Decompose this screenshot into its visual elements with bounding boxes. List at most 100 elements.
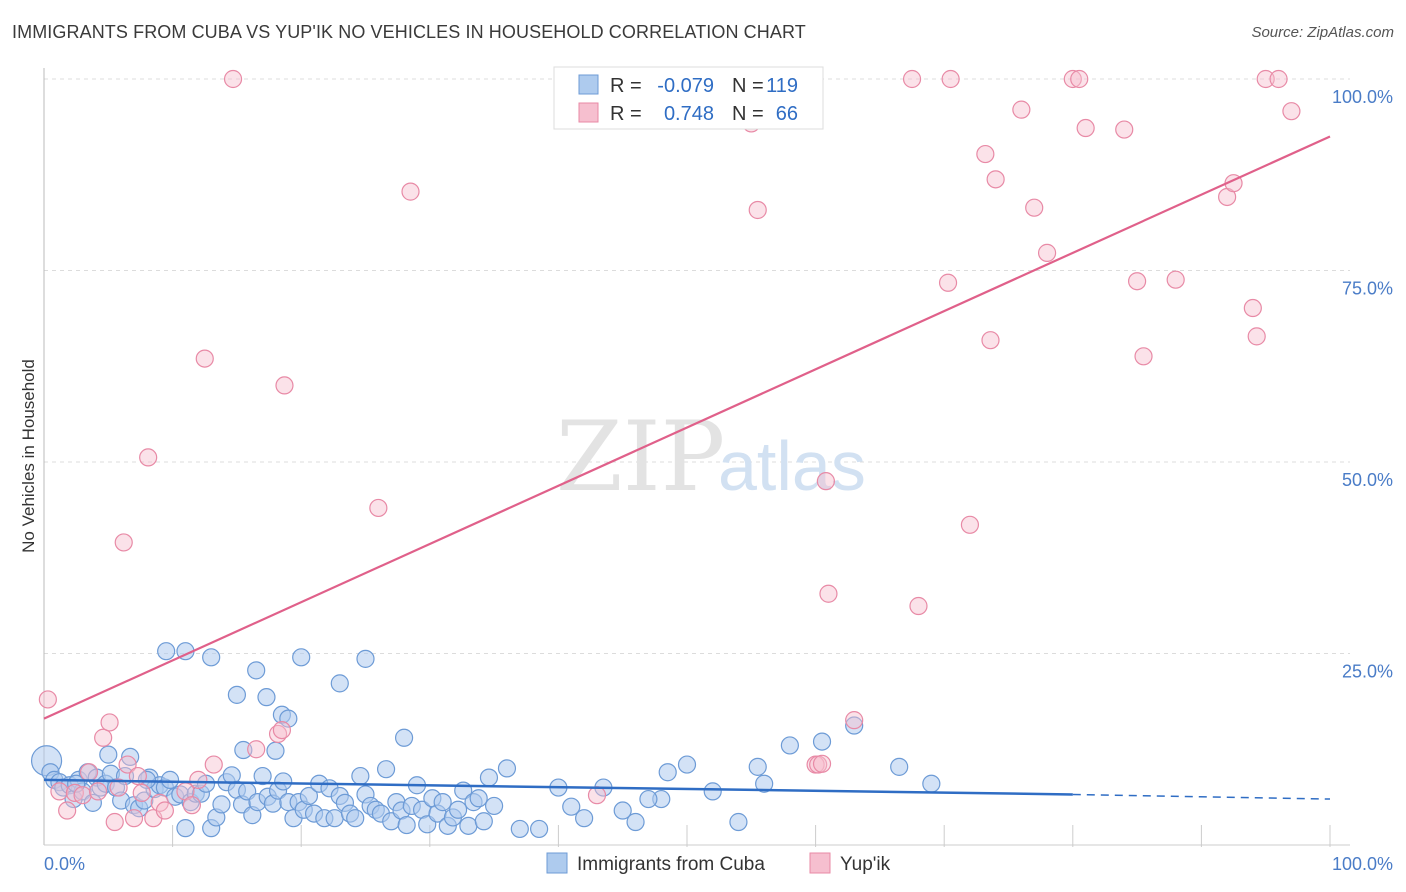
cuba-point [376, 760, 396, 779]
y-axis-label: No Vehicles in Household [19, 359, 38, 553]
yupik-point [902, 69, 922, 89]
legend-n-label: N = [732, 75, 764, 97]
yupik-point [124, 809, 144, 828]
cuba-point [257, 688, 276, 707]
cuba-point [890, 757, 909, 776]
legend-r-yupik: 0.748 [664, 103, 714, 125]
axes [43, 68, 1350, 846]
yupik-point [275, 376, 294, 395]
bottom-legend-swatch-cuba [546, 852, 568, 874]
yupik-point [816, 472, 835, 491]
yupik-trend-line [43, 135, 1331, 720]
yupik-point [1037, 243, 1057, 262]
legend-r-label-2: R = [610, 103, 642, 125]
cuba-point [176, 819, 195, 838]
cuba-point [575, 809, 594, 828]
cuba-point [279, 709, 298, 728]
cuba-point [469, 789, 488, 808]
cuba-point [157, 642, 176, 661]
cuba-point [485, 796, 504, 816]
yupik-point [960, 515, 980, 534]
cuba-point [845, 716, 864, 735]
bottom-legend-cuba: Immigrants from Cuba [577, 854, 765, 875]
x-tick-label: 100.0% [1332, 854, 1393, 874]
x-tick-labels: 0.0% 100.0% [44, 854, 1393, 874]
cuba-point [394, 728, 414, 747]
cuba-point [755, 774, 774, 793]
yupik-point [1269, 69, 1288, 89]
yupik-point [272, 720, 292, 740]
yupik-point [223, 69, 243, 89]
cuba-point [330, 674, 349, 693]
yupik-point [73, 786, 92, 805]
yupik-point [1282, 102, 1301, 121]
x-tick-label: 0.0% [44, 854, 85, 874]
y-tick-label: 50.0% [1342, 470, 1393, 490]
trend-lines [43, 135, 1331, 800]
cuba-point [703, 782, 722, 801]
yupik-point [748, 200, 767, 220]
yupik-point [1166, 270, 1185, 289]
yupik-point [247, 740, 266, 759]
cuba-trend-line-dashed [1072, 793, 1331, 800]
yupik-point [155, 801, 174, 820]
cuba-point [497, 759, 517, 778]
yupik-point [369, 498, 388, 518]
yupik-point [1127, 272, 1147, 291]
legend-n-cuba: 119 [766, 75, 798, 97]
bottom-legend: Immigrants from Cuba Yup'ik [546, 852, 891, 875]
yupik-point [401, 182, 420, 201]
legend-swatch-yupik [578, 102, 599, 123]
yupik-point [182, 796, 201, 815]
cuba-point [812, 732, 832, 751]
yupik-point [981, 331, 1000, 350]
cuba-point [530, 819, 549, 839]
yupik-point [587, 786, 607, 805]
cuba-trend-line [43, 778, 1073, 796]
cuba-point [729, 812, 748, 832]
cuba-point [639, 789, 658, 809]
yupik-point [1256, 69, 1275, 89]
cuba-point [274, 772, 293, 791]
yupik-point [100, 713, 119, 732]
yupik-point [204, 755, 223, 774]
yupik-point [118, 755, 137, 774]
yupik-point [105, 812, 124, 832]
yupik-point [38, 690, 57, 709]
yupik-point [1063, 69, 1082, 89]
yupik-point [941, 69, 960, 89]
yupik-point [114, 533, 133, 552]
legend-swatch-cuba [578, 74, 599, 95]
cuba-point [247, 661, 266, 680]
yupik-point [986, 170, 1005, 189]
yupik-point [1012, 100, 1031, 119]
yupik-point [1247, 327, 1266, 346]
legend-r-label: R = [610, 75, 642, 97]
legend-n-label-2: N = [732, 103, 764, 125]
cuba-point [292, 648, 311, 667]
yupik-point [1134, 347, 1153, 366]
cuba-point [299, 786, 319, 806]
yupik-point [109, 778, 128, 797]
cuba-point [626, 812, 645, 832]
cuba-point [613, 801, 632, 820]
yupik-point [819, 584, 838, 603]
yupik-point [88, 782, 108, 801]
yupik-point [139, 448, 158, 467]
cuba-point [510, 819, 529, 839]
cuba-point [658, 763, 677, 782]
cuba-point [234, 740, 253, 760]
cuba-point [99, 745, 118, 764]
cuba-point [351, 766, 370, 786]
yupik-point [976, 144, 995, 164]
yupik-point [189, 770, 208, 789]
cuba-point [562, 797, 581, 816]
yupik-point [1243, 298, 1262, 318]
yupik-point [1025, 198, 1044, 217]
yupik-point [845, 711, 864, 730]
yupik-point [1115, 120, 1134, 139]
legend-r-cuba: -0.079 [657, 75, 714, 97]
yupik-point [195, 349, 214, 368]
legend: R = -0.079 N = 119 R = 0.748 N = 66 [553, 66, 824, 130]
